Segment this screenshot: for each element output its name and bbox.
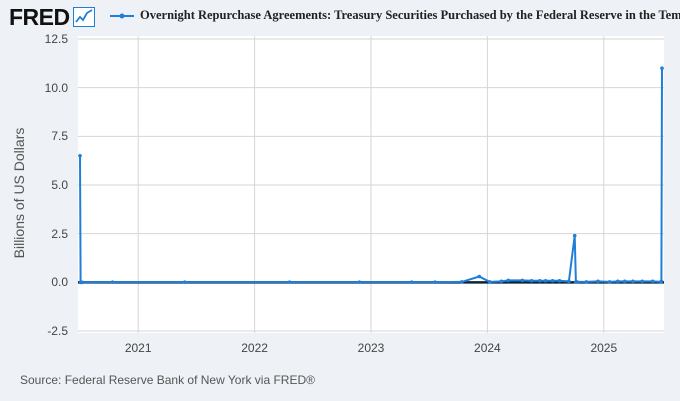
y-tick-label: 10.0 xyxy=(44,80,68,95)
data-point[interactable] xyxy=(409,280,414,284)
y-tick-label: 12.5 xyxy=(44,32,68,46)
data-point[interactable] xyxy=(110,280,115,284)
fred-logo[interactable]: FRED xyxy=(9,5,95,29)
data-point[interactable] xyxy=(615,279,620,284)
data-point[interactable] xyxy=(499,279,504,284)
data-point[interactable] xyxy=(631,279,635,284)
line-chart-icon xyxy=(72,7,95,27)
data-point[interactable] xyxy=(487,280,492,284)
data-point[interactable] xyxy=(78,154,82,158)
data-point[interactable] xyxy=(584,280,589,284)
data-point[interactable] xyxy=(575,280,579,284)
source-note: Source: Federal Reserve Bank of New York… xyxy=(20,373,315,387)
data-point[interactable] xyxy=(557,278,562,283)
y-axis-label: Billions of US Dollars xyxy=(11,127,27,259)
data-point[interactable] xyxy=(506,278,511,283)
data-point[interactable] xyxy=(660,66,664,70)
data-point[interactable] xyxy=(607,280,612,284)
data-point[interactable] xyxy=(572,233,577,238)
legend-swatch xyxy=(110,13,134,18)
data-point[interactable] xyxy=(650,279,655,284)
data-point[interactable] xyxy=(520,278,525,283)
chart-svg xyxy=(78,36,664,333)
data-point[interactable] xyxy=(80,280,85,285)
data-point[interactable] xyxy=(357,280,362,284)
data-point[interactable] xyxy=(622,279,627,284)
data-point[interactable] xyxy=(287,280,292,284)
data-point[interactable] xyxy=(640,279,645,284)
x-tick-label: 2024 xyxy=(474,341,501,355)
data-point[interactable] xyxy=(567,279,571,284)
data-point[interactable] xyxy=(529,278,534,283)
x-tick-label: 2023 xyxy=(357,341,385,355)
x-tick-label: 2021 xyxy=(124,341,152,355)
data-point[interactable] xyxy=(596,279,600,284)
y-tick-label: 0.0 xyxy=(51,275,68,290)
y-tick-label: 2.5 xyxy=(51,226,68,241)
y-tick-label: 7.5 xyxy=(51,129,68,144)
data-point[interactable] xyxy=(543,278,548,283)
data-point[interactable] xyxy=(459,280,464,284)
x-tick-label: 2025 xyxy=(590,341,618,355)
data-point[interactable] xyxy=(537,278,542,283)
data-point[interactable] xyxy=(550,278,555,283)
legend-label: Overnight Repurchase Agreements: Treasur… xyxy=(140,8,680,22)
data-point[interactable] xyxy=(659,279,664,284)
data-point[interactable] xyxy=(182,280,187,284)
chart-header: FRED Overnight Repurchase Agreements: Tr… xyxy=(0,0,680,36)
fred-logo-text: FRED xyxy=(9,4,70,30)
x-tick-label: 2022 xyxy=(241,341,268,355)
data-point[interactable] xyxy=(433,280,437,284)
chart-legend[interactable]: Overnight Repurchase Agreements: Treasur… xyxy=(110,8,680,23)
y-tick-label: 5.0 xyxy=(51,178,68,192)
data-point[interactable] xyxy=(477,274,482,279)
y-tick-label: -2.5 xyxy=(47,324,68,338)
plot-area[interactable] xyxy=(78,36,664,333)
